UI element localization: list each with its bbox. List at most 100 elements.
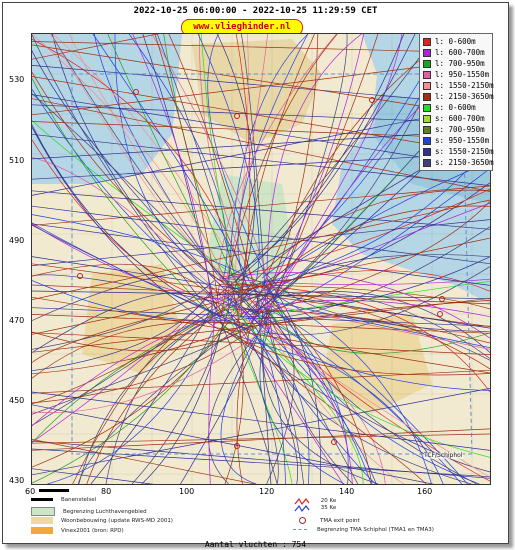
flight-track [271,300,490,348]
legend-item: l: 600-700m [423,48,485,58]
legend-label: s: 700-950m [435,125,485,134]
legend-label: l: 0-600m [435,37,476,46]
y-tick-430: 430 [9,476,25,485]
flight-track [267,274,490,333]
y-tick-530: 530 [9,75,25,84]
flight-track [254,288,349,484]
flight-track [250,315,377,484]
flight-track [220,34,269,304]
transit-track [32,404,435,484]
flight-track [72,295,231,484]
flight-track [32,288,213,443]
legend-swatch [423,82,431,90]
vinex-swatch [31,527,53,534]
flight-track [231,34,249,303]
x-tick-160: 160 [417,487,433,496]
tma-exit-point [369,97,375,103]
legend-swatch [423,49,431,57]
flight-track [241,34,315,316]
y-tick-470: 470 [9,316,25,325]
transit-track [32,104,490,196]
flight-track [263,34,379,323]
flight-track [32,280,215,350]
map-key: Banenstelsel Begrenzing Luchthavengebied… [31,497,489,539]
flight-track [261,332,444,484]
flight-track [77,322,246,484]
legend-swatch [423,38,431,46]
transit-track [32,237,490,335]
scale-bar [39,489,69,492]
flight-track [229,143,490,290]
flight-track [219,277,490,286]
runway-swatch [31,498,53,501]
flight-track [200,34,243,307]
flight-track [32,297,232,426]
transit-track [32,76,490,156]
transit-track [32,297,490,353]
flight-track [32,120,253,289]
legend-item: s: 0-600m [423,103,476,113]
transit-track [32,34,160,60]
flight-track [220,296,364,484]
flight-track [51,34,241,323]
transit-track [32,388,490,476]
flight-track [50,34,225,275]
flight-track [247,317,472,484]
flight-track [270,280,490,315]
flight-track [237,34,309,290]
y-tick-490: 490 [9,236,25,245]
legend-item: s: 700-950m [423,125,485,135]
legend-label: s: 1550-2150m [435,147,494,156]
flight-track [32,302,215,363]
flight-track [231,161,490,307]
flight-track [219,34,405,295]
flight-track [92,34,250,281]
transit-track [32,448,490,478]
flight-track [32,292,220,353]
flight-track [32,127,219,330]
flight-track [32,89,254,313]
flight-track [241,34,268,328]
map-label-tcf: TCF/Schiphol [424,452,463,459]
key-tma-boundary: Begrenzing TMA Schiphol (TMA1 en TMA3) [293,527,434,533]
flight-track [32,324,271,413]
legend-swatch [423,126,431,134]
tma-exit-point [437,311,443,317]
urban-area-east [322,314,432,414]
y-tick-450: 450 [9,396,25,405]
legend-swatch [423,104,431,112]
flight-track [32,214,245,276]
flight-track [52,34,248,290]
transit-track [32,133,490,186]
legend-label: l: 600-700m [435,48,485,57]
flight-track [242,254,490,319]
tma-exit-point [133,89,139,95]
flight-track-map[interactable]: TCF/Schiphol [31,33,491,485]
flight-track [241,189,490,296]
flight-track [32,293,263,444]
flight-track [266,296,373,484]
transit-track [32,307,490,327]
flight-track [219,272,490,339]
flight-track [228,34,416,277]
flight-track [220,328,490,376]
transit-track [32,369,490,394]
flight-track [141,322,224,484]
transit-track [32,219,490,266]
legend-item: l: 2150-3650m [423,92,494,102]
legend-label: l: 950-1550m [435,70,490,79]
flight-count: Aantal vluchten : 754 [204,540,307,549]
flight-track [69,34,247,315]
legend-label: s: 0-600m [435,103,476,112]
flight-track [32,315,271,404]
flight-track [32,157,225,301]
legend-label: l: 2150-3650m [435,92,494,101]
water-north-sea [32,34,182,184]
map-frame: 2022-10-25 06:00:00 - 2022-10-25 11:29:5… [2,2,509,549]
flight-track [32,50,264,329]
transit-track [32,284,490,305]
tma-boundary [71,73,473,455]
legend-swatch [423,60,431,68]
flight-track [219,188,490,278]
flight-track [32,263,227,323]
